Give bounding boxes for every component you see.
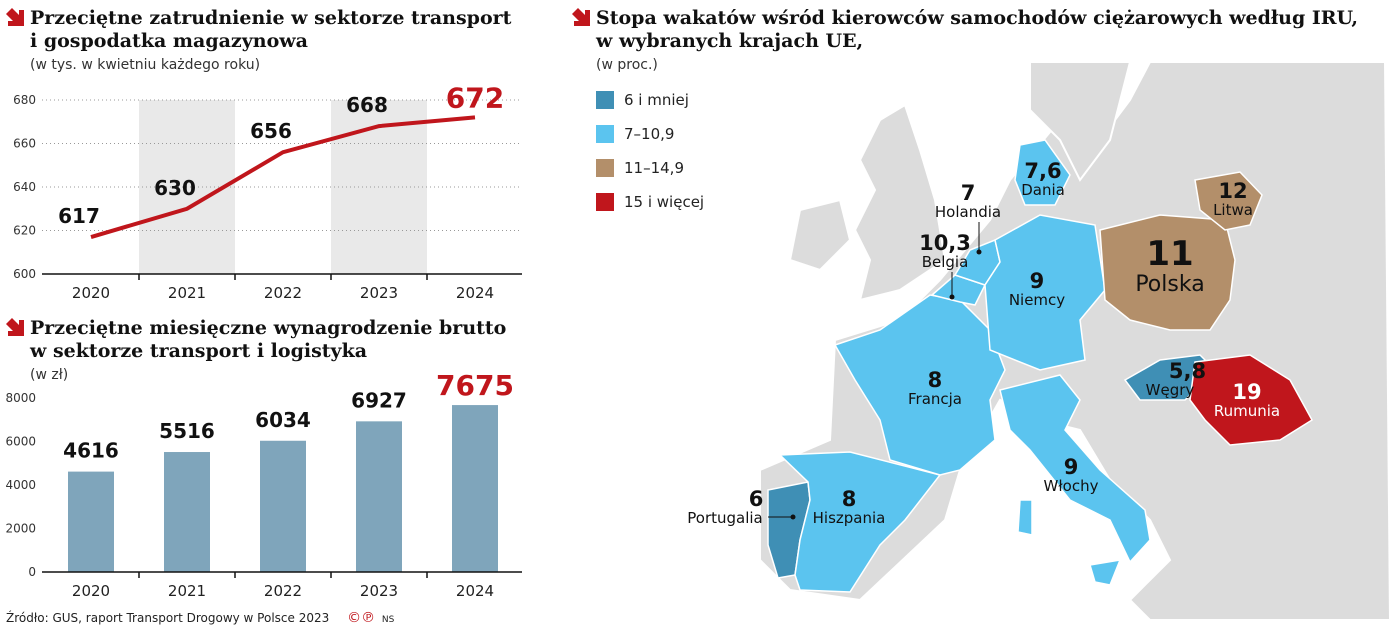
salary-bar-chart: 0 2000 4000 6000 8000 2020 2021 2022 2023 2024 461… bbox=[5, 369, 522, 600]
label-hungary: 5,8 Węgry bbox=[1145, 359, 1207, 399]
employment-line-chart: 600 620 640 660 680 2020 2021 2022 2023 2024 617 63… bbox=[13, 81, 522, 302]
legend-label: 6 i mniej bbox=[624, 91, 689, 109]
label-portugal: 6 Portugalia bbox=[687, 487, 764, 527]
land-uk bbox=[853, 103, 947, 302]
x-tick-label: 2023 bbox=[360, 582, 398, 600]
x-tick-label: 2022 bbox=[264, 582, 302, 600]
data-label: 656 bbox=[250, 119, 292, 143]
y-tick-label: 4000 bbox=[5, 478, 36, 492]
x-tick-label: 2024 bbox=[456, 582, 494, 600]
label-germany: 9 Niemcy bbox=[1008, 269, 1066, 309]
region-sardinia bbox=[1017, 499, 1033, 536]
arrow-icon bbox=[6, 318, 24, 336]
bar bbox=[164, 452, 210, 572]
label-belgium: 10,3 Belgia bbox=[919, 231, 971, 271]
y-tick-label: 600 bbox=[13, 267, 36, 281]
y-tick-label: 8000 bbox=[5, 391, 36, 405]
bar bbox=[356, 421, 402, 572]
data-label: 6927 bbox=[351, 388, 407, 412]
label-denmark: 7,6 Dania bbox=[1021, 159, 1065, 199]
legend-swatch bbox=[596, 91, 614, 109]
legend-label: 7–10,9 bbox=[624, 125, 675, 143]
arrow-icon bbox=[6, 8, 24, 26]
data-label: 630 bbox=[154, 176, 196, 200]
x-tick-label: 2020 bbox=[72, 582, 110, 600]
y-tick-label: 620 bbox=[13, 224, 36, 238]
x-tick-label: 2024 bbox=[456, 284, 494, 302]
series-line bbox=[90, 115, 476, 239]
data-label: 672 bbox=[446, 81, 504, 114]
y-tick-label: 680 bbox=[13, 93, 36, 107]
legend-item: 7–10,9 bbox=[596, 123, 704, 145]
footer: Źródło: GUS, raport Transport Drogowy w … bbox=[6, 610, 394, 626]
bar bbox=[260, 440, 306, 572]
arrow-icon bbox=[572, 8, 590, 26]
data-label: 6034 bbox=[255, 408, 311, 432]
label-poland: 11 Polska bbox=[1135, 234, 1205, 297]
source-text: Źródło: GUS, raport Transport Drogowy w … bbox=[6, 611, 330, 625]
label-france: 8 Francja bbox=[907, 368, 963, 408]
label-romania: 19 Rumunia bbox=[1213, 380, 1281, 420]
data-label: 668 bbox=[346, 93, 388, 117]
land-ireland bbox=[788, 198, 852, 272]
legend-swatch bbox=[596, 159, 614, 177]
chart2-title: Przeciętne miesięczne wynagrodzenie brut… bbox=[30, 317, 507, 362]
land-scandinavia bbox=[1029, 61, 1132, 182]
region-sicily bbox=[1089, 559, 1122, 586]
chart2-subtitle: (w zł) bbox=[30, 367, 69, 383]
map-legend: 6 i mniej 7–10,9 11–14,9 15 i więcej bbox=[596, 89, 704, 213]
bar bbox=[452, 405, 498, 572]
region-italy bbox=[999, 374, 1151, 564]
y-tick-label: 640 bbox=[13, 180, 36, 194]
legend-label: 15 i więcej bbox=[624, 193, 705, 211]
label-spain: 8 Hiszpania bbox=[812, 487, 886, 527]
region-poland bbox=[1099, 214, 1236, 331]
label-italy: 9 Włochy bbox=[1043, 455, 1099, 495]
x-tick-label: 2021 bbox=[168, 284, 206, 302]
y-tick-label: 6000 bbox=[5, 435, 36, 449]
x-tick-label: 2022 bbox=[264, 284, 302, 302]
legend-swatch bbox=[596, 193, 614, 211]
credit-text: NS bbox=[381, 615, 395, 625]
region-belgium bbox=[930, 274, 987, 306]
chart1-title: Przeciętne zatrudnienie w sektorze trans… bbox=[30, 7, 512, 52]
legend-item: 15 i więcej bbox=[596, 191, 704, 213]
label-netherlands: 7 Holandia bbox=[934, 181, 1002, 221]
chart1-subtitle: (w tys. w kwietniu każdego roku) bbox=[30, 57, 261, 73]
data-label: 7675 bbox=[436, 369, 514, 402]
label-lithuania: 12 Litwa bbox=[1213, 179, 1253, 219]
bar bbox=[68, 471, 114, 572]
data-label: 4616 bbox=[63, 439, 119, 463]
map-subtitle: (w proc.) bbox=[596, 57, 658, 73]
data-label: 5516 bbox=[159, 419, 215, 443]
legend-swatch bbox=[596, 125, 614, 143]
data-label: 617 bbox=[58, 204, 100, 228]
copyright-icon: ©℗ bbox=[347, 610, 376, 626]
y-tick-label: 2000 bbox=[5, 522, 36, 536]
y-tick-label: 0 bbox=[28, 565, 36, 579]
region-romania bbox=[1189, 354, 1313, 446]
x-tick-label: 2021 bbox=[168, 582, 206, 600]
legend-label: 11–14,9 bbox=[624, 159, 684, 177]
x-tick-label: 2023 bbox=[360, 284, 398, 302]
legend-item: 6 i mniej bbox=[596, 89, 704, 111]
legend-item: 11–14,9 bbox=[596, 157, 704, 179]
region-germany bbox=[984, 214, 1106, 371]
y-tick-label: 660 bbox=[13, 137, 36, 151]
map-title: Stopa wakatów wśród kierowców samochodów… bbox=[596, 7, 1358, 52]
region-lithuania bbox=[1194, 171, 1263, 231]
x-tick-label: 2020 bbox=[72, 284, 110, 302]
region-denmark bbox=[1014, 139, 1071, 206]
